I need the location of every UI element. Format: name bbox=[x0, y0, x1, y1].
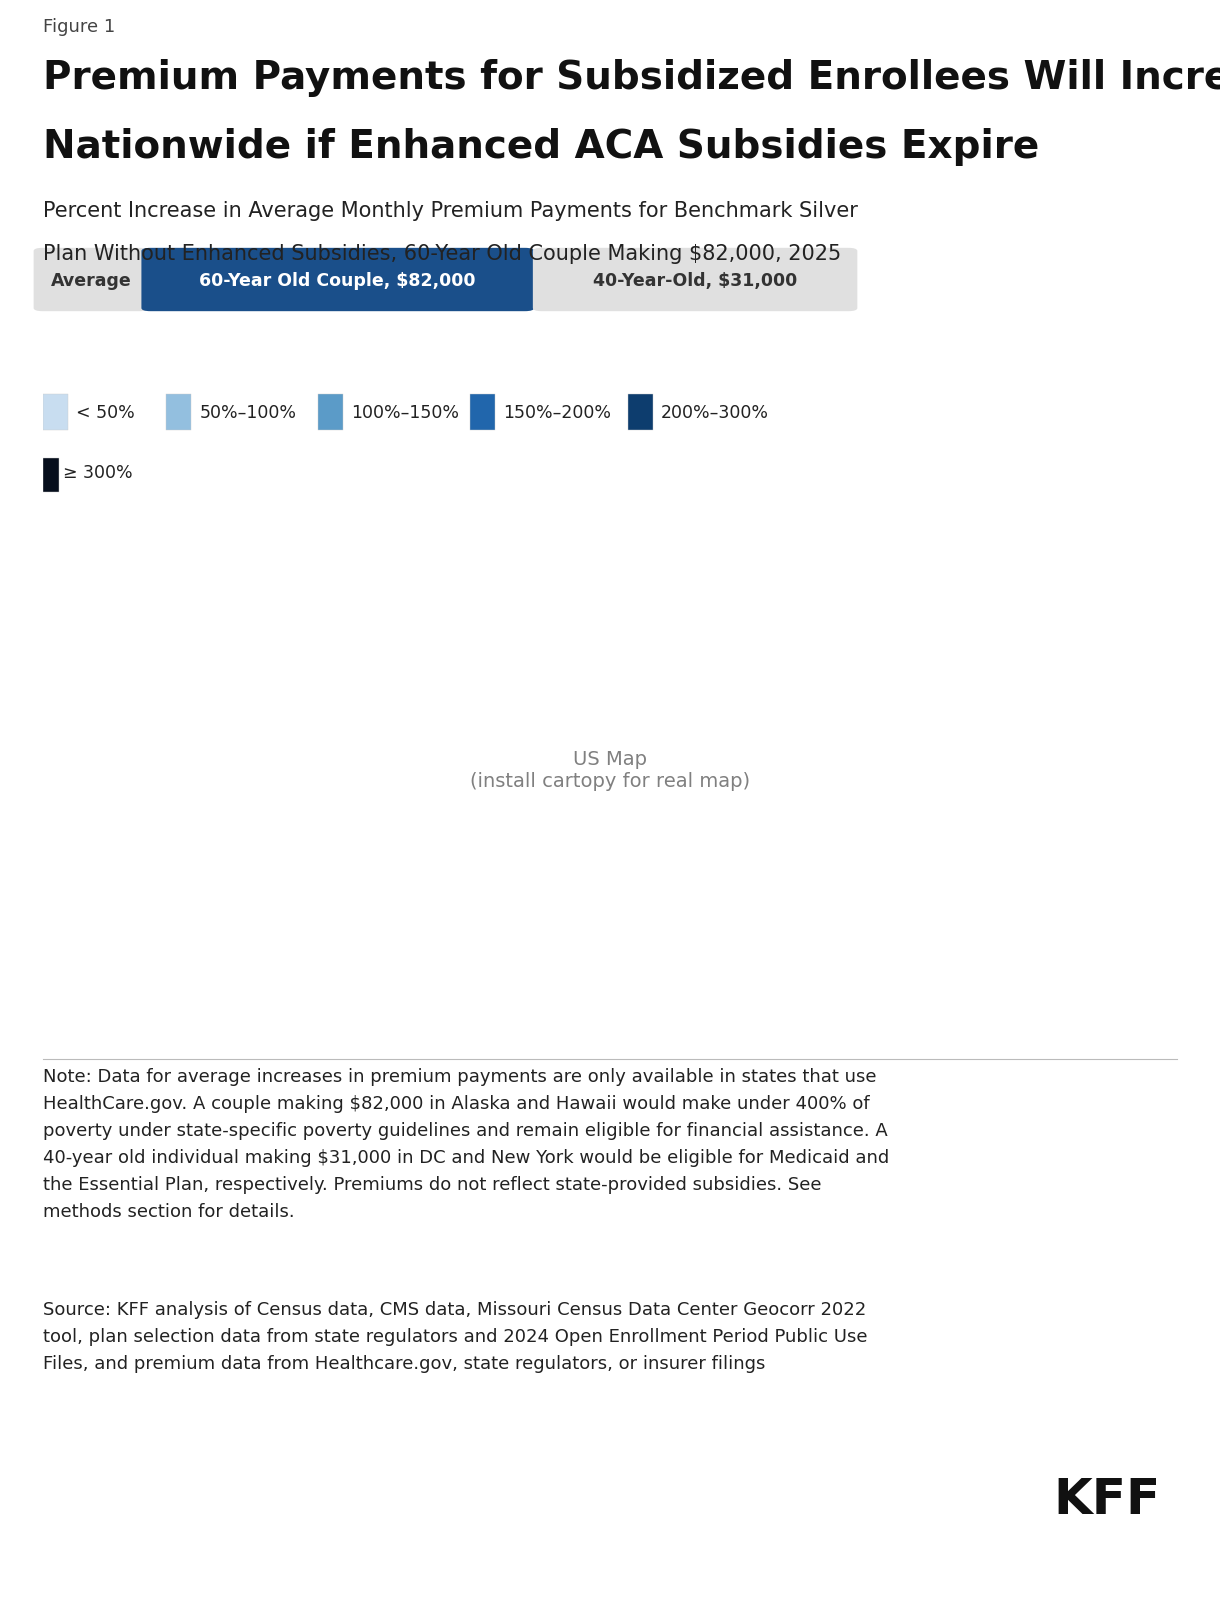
Text: ≥ 300%: ≥ 300% bbox=[63, 464, 133, 482]
Text: Plan Without Enhanced Subsidies, 60-Year Old Couple Making $82,000, 2025: Plan Without Enhanced Subsidies, 60-Year… bbox=[43, 244, 841, 263]
Text: 200%–300%: 200%–300% bbox=[661, 404, 769, 422]
Text: Average: Average bbox=[50, 271, 132, 289]
FancyBboxPatch shape bbox=[533, 249, 858, 311]
Text: < 50%: < 50% bbox=[76, 404, 134, 422]
Text: 150%–200%: 150%–200% bbox=[504, 404, 611, 422]
Bar bbox=[318, 395, 343, 430]
Text: Source: KFF analysis of Census data, CMS data, Missouri Census Data Center Geoco: Source: KFF analysis of Census data, CMS… bbox=[43, 1300, 867, 1372]
Text: Percent Increase in Average Monthly Premium Payments for Benchmark Silver: Percent Increase in Average Monthly Prem… bbox=[43, 201, 858, 221]
Text: Note: Data for average increases in premium payments are only available in state: Note: Data for average increases in prem… bbox=[43, 1067, 889, 1221]
Bar bbox=[43, 459, 59, 493]
Text: Premium Payments for Subsidized Enrollees Will Increase: Premium Payments for Subsidized Enrollee… bbox=[43, 59, 1220, 98]
Bar bbox=[628, 395, 653, 430]
Text: 100%–150%: 100%–150% bbox=[351, 404, 459, 422]
FancyBboxPatch shape bbox=[34, 249, 148, 311]
Text: 50%–100%: 50%–100% bbox=[199, 404, 296, 422]
Text: 40-Year-Old, $31,000: 40-Year-Old, $31,000 bbox=[593, 271, 797, 289]
Text: Figure 1: Figure 1 bbox=[43, 18, 115, 35]
Bar bbox=[471, 395, 495, 430]
Text: KFF: KFF bbox=[1053, 1475, 1160, 1523]
Text: US Map
(install cartopy for real map): US Map (install cartopy for real map) bbox=[470, 750, 750, 791]
FancyBboxPatch shape bbox=[142, 249, 534, 311]
Bar bbox=[43, 395, 67, 430]
Bar bbox=[166, 395, 192, 430]
Text: 60-Year Old Couple, $82,000: 60-Year Old Couple, $82,000 bbox=[199, 271, 476, 289]
Text: Nationwide if Enhanced ACA Subsidies Expire: Nationwide if Enhanced ACA Subsidies Exp… bbox=[43, 128, 1039, 165]
